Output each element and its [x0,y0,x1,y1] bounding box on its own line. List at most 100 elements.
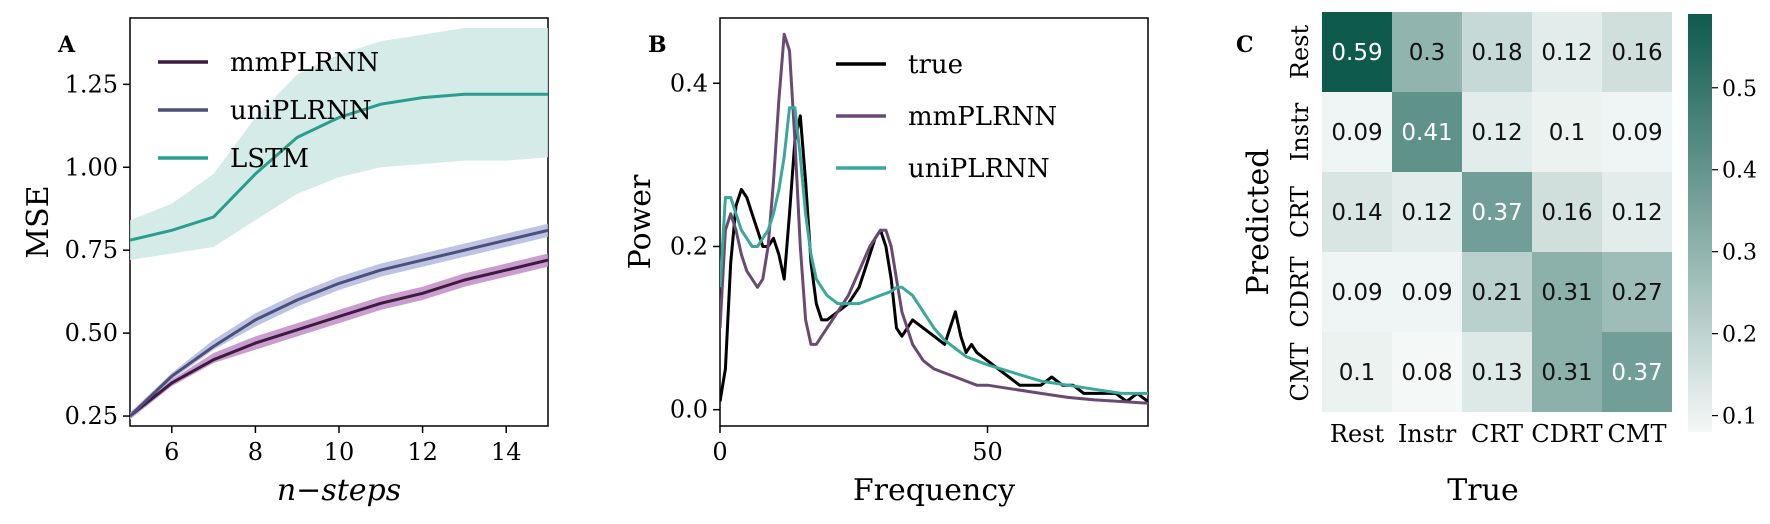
line-mmplrnn [720,32,1148,405]
y-tick-label: 0.75 [65,236,118,264]
heatmap-cell [1532,172,1602,252]
y-tick-label: 0.50 [65,319,118,347]
cell-value-label: 0.09 [1331,280,1382,306]
heatmap-cell [1392,172,1462,252]
cell-value-label: 0.12 [1541,40,1592,66]
heatmap-cell [1322,332,1392,412]
heatmap-cell [1462,172,1532,252]
heatmap-cell [1322,12,1392,92]
colorbar-tick-label: 0.1 [1722,405,1757,430]
x-tick-label: 8 [248,438,263,466]
y-category-label: Rest [1286,25,1314,80]
y-category-label: CDRT [1286,256,1314,327]
x-tick-label: 50 [972,438,1003,466]
cell-value-label: 0.09 [1331,120,1382,146]
legend-label-mmplrnn: mmPLRNN [908,102,1057,132]
series-lines-b [720,32,1148,405]
band-uniplrnn [130,223,548,420]
y-tick-label: 0.2 [670,232,708,260]
x-tick-label: 14 [491,438,522,466]
y-axis-label-b: Power [623,174,658,269]
y-ticks-a: 0.25 0.50 0.75 1.00 1.25 [65,70,130,430]
cell-value-label: 0.12 [1471,120,1522,146]
legend-label-uniplrnn: uniPLRNN [230,96,372,126]
x-category-label: Rest [1330,420,1385,448]
line-uniplrnn [130,228,548,418]
cell-value-label: 0.08 [1401,360,1452,386]
panel-a: A 6 8 10 12 14 0.25 0.50 0.75 1.00 1.25 mmPLRNN u… [21,17,549,508]
y-ticks-b: 0.0 0.2 0.4 [670,69,720,424]
heatmap-cell [1602,332,1672,412]
cell-value-label: 0.41 [1401,120,1452,146]
cell-value-label: 0.31 [1541,360,1592,386]
heatmap-cell [1602,92,1672,172]
heatmap-cell [1602,12,1672,92]
cell-value-label: 0.12 [1401,200,1452,226]
colorbar-gradient [1688,14,1712,432]
heatmap-cell [1462,252,1532,332]
x-tick-label: 10 [324,438,355,466]
legend-label-mmplrnn: mmPLRNN [230,48,379,78]
cell-value-label: 0.1 [1339,360,1376,386]
line-lstm [130,92,548,242]
x-tick-label: 12 [407,438,438,466]
colorbar-tick-label: 0.2 [1722,323,1757,348]
band-lstm [130,28,548,261]
y-axis-label-a: MSE [21,185,56,258]
cell-value-label: 0.16 [1541,200,1592,226]
heatmap-cells: 0.59 0.3 0.18 0.12 0.16 0.09 0.41 0.12 0.1 0.09 0.… [1322,12,1672,412]
x-axis-label-b: Frequency [853,473,1015,508]
legend-a: mmPLRNN uniPLRNN LSTM [158,48,379,174]
heatmap-cell [1392,252,1462,332]
cell-value-label: 0.21 [1471,280,1522,306]
legend-label-lstm: LSTM [230,144,309,174]
heatmap-cell [1532,92,1602,172]
x-axis-label-c: True [1447,473,1518,508]
y-tick-label: 0.0 [670,396,708,424]
heatmap-cell [1462,92,1532,172]
x-ticks-b: 0 50 [712,426,1003,466]
heatmap-cell [1392,332,1462,412]
y-ticks-c: Rest Instr CRT CDRT CMT [1286,25,1314,402]
series-lines-a [130,92,548,418]
x-ticks-c: Rest Instr CRT CDRT CMT [1330,420,1667,448]
cell-value-label: 0.1 [1549,120,1586,146]
cell-value-label: 0.13 [1471,360,1522,386]
cell-value-label: 0.59 [1331,40,1382,66]
line-mmplrnn [130,258,548,418]
legend-label-uniplrnn: uniPLRNN [908,154,1050,184]
y-axis-label-c: Predicted [1241,149,1276,296]
panel-b: B 0 50 0.0 0.2 0.4 true mmPLRNN uniPLRNN Freq… [623,17,1149,508]
line-uniplrnn [720,106,1148,395]
panel-label-c: C [1236,32,1254,58]
x-tick-label: 0 [712,438,727,466]
x-ticks-a: 6 8 10 12 14 [164,426,521,466]
y-tick-label: 0.4 [670,69,708,97]
y-tick-label: 1.25 [65,70,118,98]
cell-value-label: 0.16 [1611,40,1662,66]
heatmap-cell [1392,92,1462,172]
y-tick-label: 0.25 [65,402,118,430]
cell-value-label: 0.37 [1471,200,1522,226]
cell-value-label: 0.09 [1611,120,1662,146]
heatmap-cell [1322,252,1392,332]
x-category-label: CMT [1608,420,1667,448]
x-category-label: CDRT [1531,420,1602,448]
colorbar: 0.1 0.2 0.3 0.4 0.5 [1688,14,1757,432]
legend-b: true mmPLRNN uniPLRNN [836,50,1057,184]
axes-frame-b [719,17,1149,427]
cell-value-label: 0.27 [1611,280,1662,306]
cell-value-label: 0.14 [1331,200,1382,226]
y-category-label: CMT [1286,343,1314,402]
y-category-label: CRT [1286,186,1314,238]
colorbar-tick-label: 0.5 [1722,77,1757,102]
panel-label-b: B [648,32,667,58]
heatmap-cell [1322,172,1392,252]
x-category-label: CRT [1471,420,1523,448]
colorbar-tick-label: 0.3 [1722,241,1757,266]
x-axis-label-a: n−steps [277,473,401,508]
heatmap-cell [1532,12,1602,92]
heatmap-cell [1602,252,1672,332]
cell-value-label: 0.18 [1471,40,1522,66]
heatmap-cell [1532,332,1602,412]
